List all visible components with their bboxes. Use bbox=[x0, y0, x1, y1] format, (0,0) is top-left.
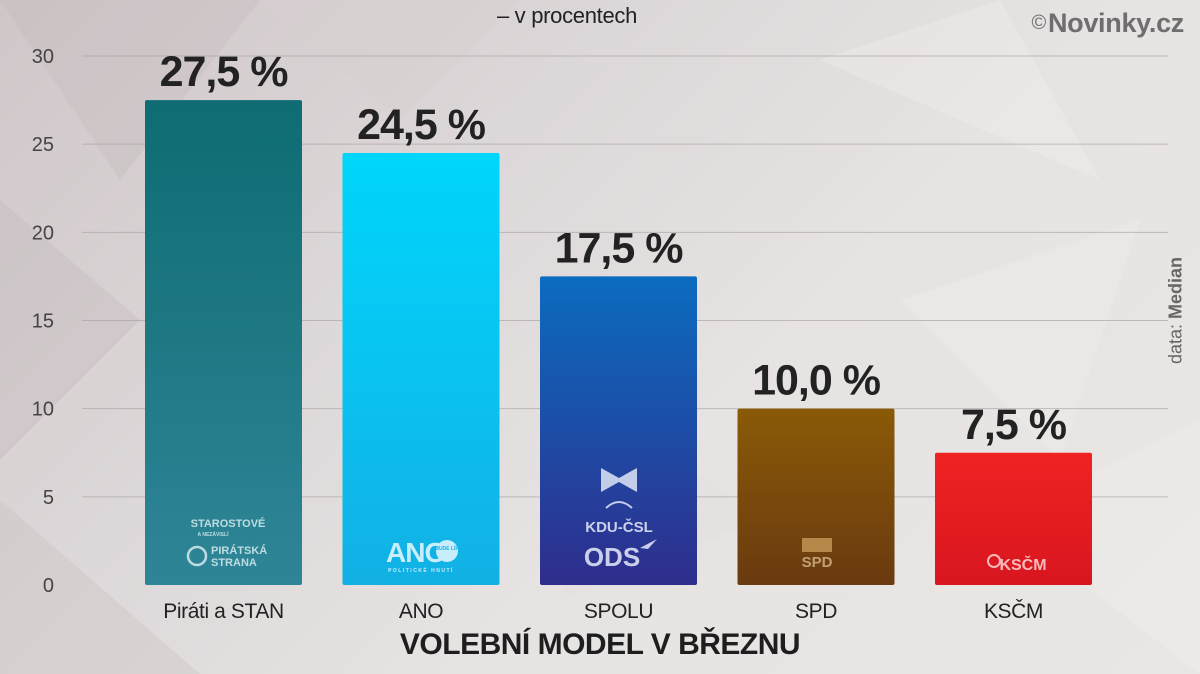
copyright-symbol: © bbox=[1031, 12, 1047, 34]
value-label: 24,5 % bbox=[357, 101, 486, 149]
category-labels: Piráti a STAN ANO SPOLU SPD KSČM bbox=[163, 600, 1043, 623]
value-label: 7,5 % bbox=[961, 401, 1067, 449]
y-tick-label-20: 20 bbox=[32, 222, 54, 244]
bar-ksčm[interactable] bbox=[935, 452, 1092, 585]
pirati-stan-logo: STAROSTOVÉ A NEZÁVISLÍ PIRÁTSKÁ STRANA bbox=[186, 517, 267, 569]
ano-badge-text: BUDE LÍP bbox=[435, 544, 459, 552]
spolu-logo-ods: ODS bbox=[584, 542, 640, 572]
brand-name: Novinky.cz bbox=[1047, 8, 1184, 38]
ano-logo-sub: POLITICKÉ HNUTÍ bbox=[388, 566, 454, 574]
spolu-logo: KDU-ČSL ODS bbox=[584, 468, 657, 572]
stan-logo-line1: STAROSTOVÉ bbox=[191, 517, 266, 530]
pirati-logo-line1: PIRÁTSKÁ bbox=[211, 544, 267, 557]
kscm-logo: KSČM bbox=[987, 554, 1047, 574]
kscm-logo-text: KSČM bbox=[999, 555, 1046, 574]
category-label: KSČM bbox=[984, 600, 1043, 623]
pirati-logo-line2: STRANA bbox=[211, 557, 257, 569]
ano-badge-icon bbox=[436, 540, 458, 562]
stan-logo-line2: A NEZÁVISLÍ bbox=[198, 530, 230, 538]
pirate-flag-icon bbox=[186, 545, 208, 567]
spd-logo: SPD bbox=[802, 538, 833, 571]
category-label: SPD bbox=[795, 600, 837, 623]
chart-subtitle: – v procentech bbox=[496, 3, 638, 28]
value-labels: 27,5 % 24,5 % 17,5 % 10,0 % 7,5 % bbox=[160, 48, 1068, 449]
spd-flag-icon bbox=[802, 538, 832, 552]
brand-logo[interactable]: ©Novinky.cz bbox=[1032, 8, 1185, 39]
value-label: 10,0 % bbox=[752, 357, 881, 405]
party-logos: STAROSTOVÉ A NEZÁVISLÍ PIRÁTSKÁ STRANA A… bbox=[186, 468, 1047, 574]
spolu-logo-kdu: KDU-ČSL bbox=[585, 518, 653, 536]
y-tick-label-15: 15 bbox=[32, 311, 54, 333]
y-tick-label-25: 25 bbox=[32, 134, 54, 156]
y-tick-label-30: 30 bbox=[32, 46, 54, 68]
kscm-cherry-icon bbox=[987, 554, 1001, 568]
spd-logo-text: SPD bbox=[802, 554, 833, 571]
value-label: 17,5 % bbox=[555, 224, 684, 272]
category-label: ANO bbox=[399, 600, 443, 623]
category-label: Piráti a STAN bbox=[163, 600, 283, 623]
category-label: SPOLU bbox=[584, 600, 653, 623]
x-axis-title: VOLEBNÍ MODEL V BŘEZNU bbox=[399, 628, 801, 661]
ods-bird-icon bbox=[640, 539, 657, 549]
value-label: 27,5 % bbox=[160, 48, 289, 96]
bars bbox=[145, 100, 1092, 585]
y-tick-label-10: 10 bbox=[32, 399, 54, 421]
bar-spd[interactable] bbox=[737, 408, 895, 585]
bar-ano[interactable] bbox=[342, 152, 500, 585]
ods-bowtie-icon bbox=[601, 468, 637, 492]
y-axis-ticks: 0 5 10 15 20 25 30 bbox=[32, 46, 54, 597]
bar-spolu[interactable] bbox=[540, 276, 697, 585]
y-tick-label-0: 0 bbox=[43, 575, 54, 597]
y-tick-label-5: 5 bbox=[43, 487, 54, 509]
bar-piráti-a-stan[interactable] bbox=[145, 100, 302, 585]
kdu-emblem-icon bbox=[605, 501, 633, 509]
ano-logo: ANO BUDE LÍP POLITICKÉ HNUTÍ bbox=[386, 537, 459, 574]
